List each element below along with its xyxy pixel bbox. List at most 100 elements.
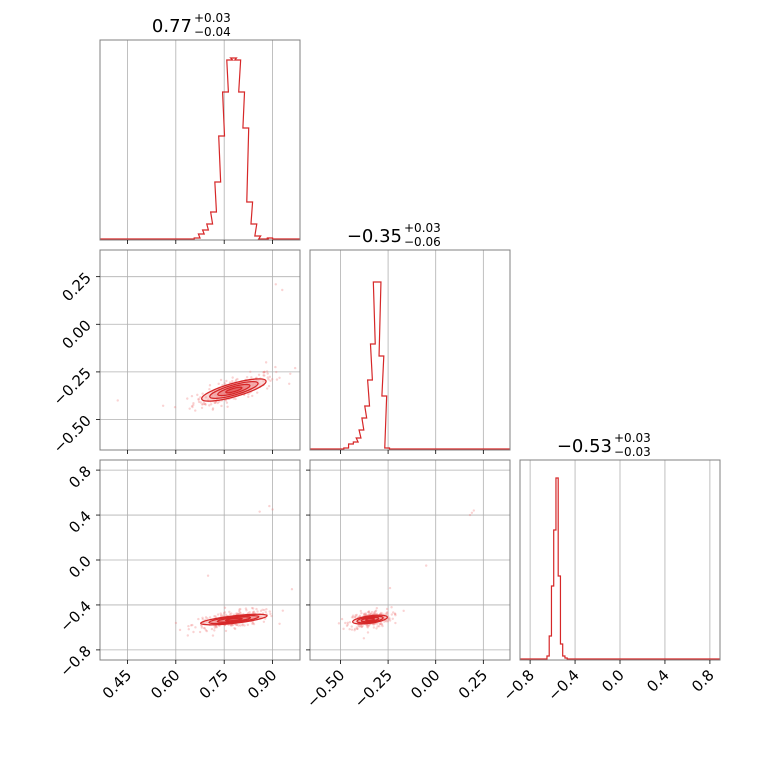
sample-point <box>394 621 397 625</box>
sample-point <box>205 629 209 633</box>
contour-1-0-3 <box>225 386 243 394</box>
sample-point <box>222 614 225 617</box>
x-tick-label-2-0: −0.8 <box>499 666 537 704</box>
sample-point <box>209 403 213 406</box>
sample-point <box>350 625 353 628</box>
sample-point <box>264 611 268 614</box>
sample-point <box>174 621 178 625</box>
sample-point <box>211 408 215 411</box>
panels: 0.45 0.60 0.75 0.90−0.50−0.250.000.25−0.50−… <box>50 39 721 711</box>
sample-point <box>380 622 383 626</box>
sample-point <box>366 624 369 627</box>
sample-point <box>213 626 216 630</box>
panel-title-0: 0.77 <box>152 16 192 37</box>
sample-point <box>236 377 239 381</box>
sample-point <box>237 624 240 627</box>
sample-point <box>337 622 341 625</box>
panel-title-1: −0.35 <box>347 226 402 247</box>
sample-point <box>340 617 344 621</box>
sample-point <box>187 624 190 628</box>
x-tick-label-2-1: −0.4 <box>544 666 582 704</box>
sample-point <box>213 615 216 618</box>
sample-point <box>200 624 203 628</box>
outlier-point-2 <box>293 366 297 370</box>
sample-point <box>368 612 371 615</box>
sample-point <box>374 609 378 612</box>
sample-point <box>252 610 256 614</box>
sample-point <box>381 624 384 628</box>
outlier-point-2 <box>271 508 274 511</box>
sample-point <box>275 378 279 381</box>
sample-point <box>173 405 177 409</box>
sample-point <box>364 613 367 617</box>
y-tick-label-1-3: 0.25 <box>58 269 94 305</box>
sample-point <box>216 613 220 616</box>
sample-point <box>354 614 357 617</box>
sample-point <box>361 624 364 628</box>
sample-point <box>355 626 358 629</box>
sample-point <box>219 378 223 382</box>
sample-point <box>186 397 189 400</box>
sample-point <box>218 400 221 403</box>
x-tick-label-1-2: 0.00 <box>407 666 443 702</box>
sample-point <box>269 379 272 382</box>
outlier-point-4 <box>268 504 271 508</box>
sample-point <box>203 627 207 630</box>
sample-point <box>364 613 367 616</box>
sample-point <box>356 627 359 631</box>
sample-point <box>393 612 397 616</box>
sample-point <box>230 612 233 615</box>
outlier-point-4 <box>470 511 474 515</box>
sample-point <box>200 403 204 406</box>
sample-point <box>187 628 190 631</box>
sample-point <box>372 626 376 629</box>
sample-point <box>380 623 384 626</box>
sample-point <box>192 630 195 634</box>
x-tick-label-1-3: 0.25 <box>455 666 491 702</box>
sample-point <box>393 612 397 615</box>
sample-point <box>345 624 349 627</box>
sample-point <box>372 623 375 626</box>
sample-point <box>388 617 391 620</box>
sample-point <box>263 370 266 374</box>
sample-point <box>234 378 238 382</box>
sample-point <box>235 612 238 615</box>
y-tick-label-1-2: 0.00 <box>58 316 94 352</box>
outlier-point-4 <box>264 361 268 364</box>
sample-point <box>186 634 190 637</box>
panel-1-1 <box>309 249 511 454</box>
sample-point <box>238 609 241 613</box>
sample-point <box>266 387 269 390</box>
sample-point <box>388 619 392 622</box>
sample-point <box>214 625 218 628</box>
sample-point <box>373 611 376 615</box>
sample-point <box>197 398 200 401</box>
sample-point <box>267 378 270 381</box>
sample-point <box>346 621 349 625</box>
sample-point <box>201 617 204 621</box>
sample-point <box>233 626 236 630</box>
sample-point <box>268 375 272 379</box>
sample-point <box>278 376 281 380</box>
sample-point <box>204 616 208 619</box>
panel-2-0: −0.8 −0.4 0.0 0.4 0.8 <box>56 459 301 680</box>
sample-point <box>342 627 345 631</box>
sample-point <box>266 376 269 379</box>
sample-point <box>363 613 366 616</box>
sample-point <box>261 608 264 611</box>
sample-point <box>201 402 205 406</box>
sample-point <box>262 371 265 374</box>
sample-point <box>215 626 218 629</box>
x-tick-label-1-0: −0.50 <box>303 666 348 711</box>
sample-point <box>386 620 390 623</box>
sample-point <box>217 382 220 386</box>
sample-point <box>250 376 253 379</box>
sample-point <box>226 405 229 408</box>
sample-point <box>359 609 363 613</box>
panel-2-2 <box>519 459 721 664</box>
sample-point <box>219 612 222 615</box>
y-tick-label-2-1: −0.4 <box>56 597 94 635</box>
sample-point <box>201 616 204 619</box>
sample-point <box>228 613 232 616</box>
sample-point <box>203 402 206 406</box>
